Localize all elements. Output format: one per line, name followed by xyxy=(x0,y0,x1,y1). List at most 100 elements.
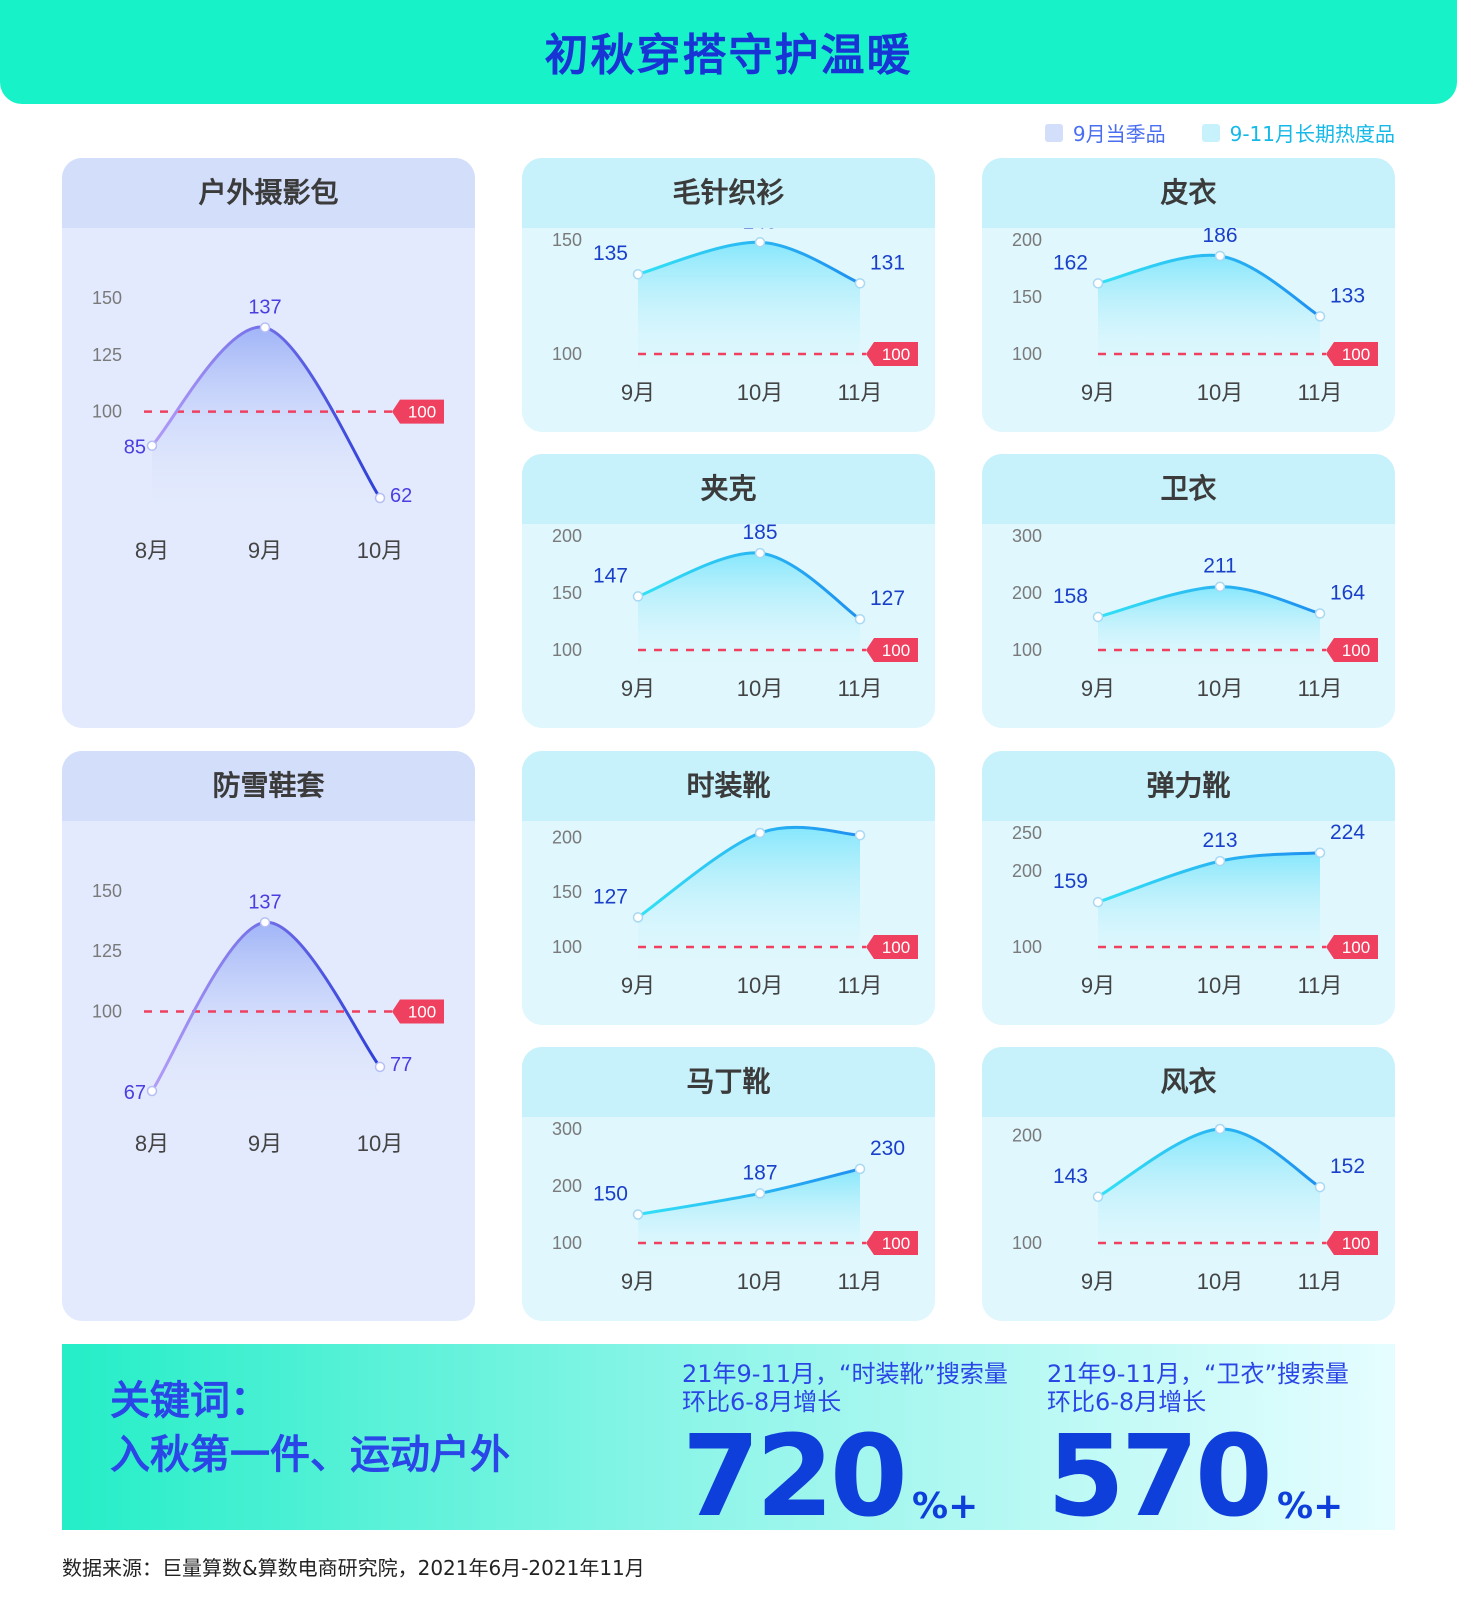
y-tick-label: 150 xyxy=(552,882,582,902)
keywords-label: 关键词： xyxy=(110,1378,270,1424)
stat-caption-line1: 21年9-11月，“时装靴”搜索量 xyxy=(682,1360,1008,1388)
y-tick-label: 150 xyxy=(92,881,122,901)
y-tick-label: 200 xyxy=(552,1176,582,1196)
svg-text:100: 100 xyxy=(1342,1234,1370,1253)
baseline-tag: 100 xyxy=(1326,342,1378,366)
series-area xyxy=(1098,586,1320,670)
data-point xyxy=(1314,847,1326,859)
y-tick-label: 200 xyxy=(1012,861,1042,881)
x-tick-label: 10月 xyxy=(357,1131,403,1156)
y-tick-label: 300 xyxy=(552,1119,582,1139)
data-point xyxy=(632,268,644,280)
chart-svg: 100 200 300 100 150 187 230 9月 10月 11月 xyxy=(552,1119,918,1294)
legend-label-season: 9月当季品 xyxy=(1072,122,1166,146)
y-tick-label: 150 xyxy=(1012,287,1042,307)
data-point xyxy=(754,827,766,839)
data-point xyxy=(1092,896,1104,908)
baseline-tag: 100 xyxy=(392,999,444,1024)
x-tick-label: 11月 xyxy=(838,676,883,701)
chart-panel-c4: 100 150 200 100 162 186 133 9月 10月 11月 皮衣 xyxy=(982,158,1395,432)
y-tick-label: 200 xyxy=(552,827,582,847)
chart-svg: 100 150 200 100 162 186 133 9月 10月 11月 xyxy=(1012,224,1378,405)
y-tick-label: 100 xyxy=(552,937,582,957)
baseline-tag: 100 xyxy=(1326,638,1378,662)
x-tick-label: 11月 xyxy=(838,380,883,405)
data-label: 137 xyxy=(248,297,281,319)
data-label: 131 xyxy=(870,251,905,274)
chart-title: 弹力靴 xyxy=(982,751,1395,821)
x-tick-label: 10月 xyxy=(737,973,783,998)
x-tick-label: 9月 xyxy=(621,1269,655,1294)
y-tick-label: 200 xyxy=(1012,230,1042,250)
data-point xyxy=(854,829,866,841)
data-label: 127 xyxy=(870,587,905,610)
x-tick-label: 11月 xyxy=(838,973,883,998)
y-tick-label: 100 xyxy=(552,1233,582,1253)
svg-text:100: 100 xyxy=(882,641,910,660)
y-tick-label: 100 xyxy=(1012,1233,1042,1253)
x-tick-label: 9月 xyxy=(1081,380,1115,405)
data-point xyxy=(374,1061,386,1073)
series-area xyxy=(638,1168,860,1263)
stat-caption-line2: 环比6-8月增长 xyxy=(1047,1388,1207,1416)
y-tick-label: 100 xyxy=(92,402,122,422)
svg-text:100: 100 xyxy=(1342,345,1370,364)
x-tick-label: 9月 xyxy=(621,380,655,405)
data-label: 164 xyxy=(1330,582,1365,605)
chart-title: 毛针织衫 xyxy=(522,158,935,228)
baseline-tag: 100 xyxy=(1326,1231,1378,1255)
data-label: 85 xyxy=(124,437,146,459)
legend: 9月当季品 9-11月长期热度品 xyxy=(1044,118,1395,147)
baseline-tag: 100 xyxy=(866,342,918,366)
data-point xyxy=(1314,311,1326,322)
data-label: 158 xyxy=(1053,585,1088,608)
data-point xyxy=(754,237,766,248)
series-area xyxy=(638,242,860,374)
x-tick-label: 10月 xyxy=(1197,973,1243,998)
data-point xyxy=(1314,1181,1326,1193)
svg-text:100: 100 xyxy=(1342,641,1370,660)
data-label: 143 xyxy=(1053,1165,1088,1188)
chart-panel-c5: 100 150 200 100 147 185 127 9月 10月 11月 夹克 xyxy=(522,454,935,728)
data-point xyxy=(259,322,271,333)
data-label: 133 xyxy=(1330,284,1365,307)
y-tick-label: 100 xyxy=(92,1001,122,1021)
data-label: 211 xyxy=(1203,555,1236,578)
chart-title: 户外摄影包 xyxy=(62,158,475,228)
data-label: 135 xyxy=(593,242,628,265)
data-label: 77 xyxy=(390,1054,412,1076)
svg-text:100: 100 xyxy=(882,938,910,957)
y-tick-label: 250 xyxy=(1012,823,1042,843)
stat-suffix: %+ xyxy=(912,1486,979,1527)
x-tick-label: 10月 xyxy=(357,538,403,563)
svg-text:100: 100 xyxy=(408,1002,436,1021)
y-tick-label: 100 xyxy=(1012,344,1042,364)
chart-title: 卫衣 xyxy=(982,454,1395,524)
chart-svg: 100 200 300 100 158 211 164 9月 10月 11月 xyxy=(1012,526,1378,701)
data-label: 213 xyxy=(1202,829,1237,852)
data-point xyxy=(754,1188,766,1199)
baseline-tag: 100 xyxy=(866,1231,918,1255)
data-point xyxy=(1092,611,1104,623)
keyword-bar: 关键词： 入秋第一件、运动户外 21年9-11月，“时装靴”搜索量 环比6-8月… xyxy=(62,1344,1395,1533)
data-label: 147 xyxy=(593,564,628,587)
chart-svg: 100 150 200 100 147 185 127 9月 10月 11月 xyxy=(552,521,918,701)
stat-caption-line2: 环比6-8月增长 xyxy=(682,1388,842,1416)
keywords: 关键词： 入秋第一件、运动户外 xyxy=(110,1374,510,1482)
data-source: 数据来源：巨量算数&算数电商研究院，2021年6月-2021年11月 xyxy=(62,1556,645,1580)
legend-item-season: 9月当季品 xyxy=(1044,118,1166,147)
legend-item-long: 9-11月长期热度品 xyxy=(1201,118,1395,147)
x-tick-label: 10月 xyxy=(737,676,783,701)
chart-panel-c2: 100 125 150 100 67 137 77 8月 9月 10月 防雪鞋套 xyxy=(62,751,475,1321)
y-tick-label: 125 xyxy=(92,345,122,365)
x-tick-label: 9月 xyxy=(1081,973,1115,998)
legend-swatch-long xyxy=(1201,123,1220,142)
x-tick-label: 11月 xyxy=(1298,973,1343,998)
stat-hoodie: 21年9-11月，“卫衣”搜索量 环比6-8月增长 570 %+ xyxy=(1047,1360,1387,1533)
baseline-tag: 100 xyxy=(866,935,918,959)
series-area xyxy=(152,922,380,1111)
chart-panel-c8: 100 200 250 100 159 213 224 9月 10月 11月 弹力靴 xyxy=(982,751,1395,1025)
y-tick-label: 150 xyxy=(552,583,582,603)
series-area xyxy=(152,327,380,518)
data-label: 159 xyxy=(1053,870,1088,893)
